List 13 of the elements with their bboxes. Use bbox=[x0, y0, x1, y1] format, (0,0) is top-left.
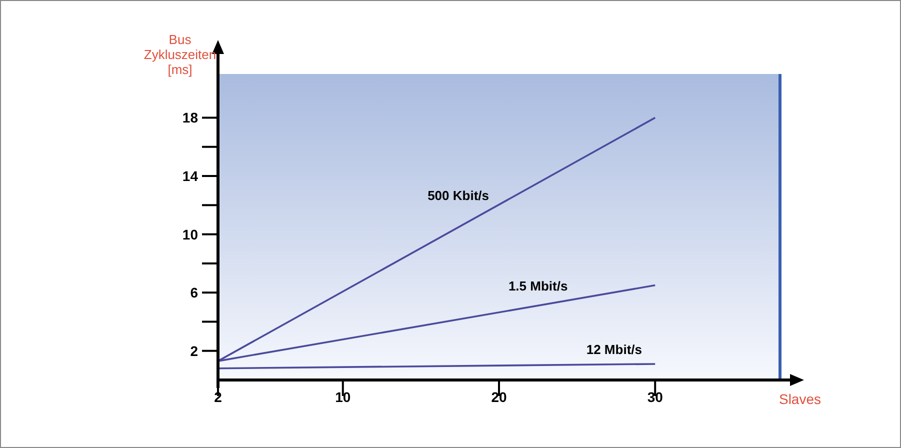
x-tick-label: 30 bbox=[647, 389, 664, 405]
y-axis-title: Bus Zykluszeiten [ms] bbox=[144, 32, 216, 77]
y-tick-label: 18 bbox=[182, 110, 198, 126]
y-tick-label: 6 bbox=[190, 284, 198, 301]
x-axis-title: Slaves bbox=[778, 391, 822, 407]
y-tick-label: 14 bbox=[182, 168, 198, 184]
x-tick-label: 10 bbox=[335, 389, 351, 405]
series-label: 12 Mbit/s bbox=[586, 342, 642, 358]
series-label: 500 Kbit/s bbox=[428, 188, 490, 204]
x-tick-label: 20 bbox=[491, 389, 507, 405]
y-tick-label: 2 bbox=[190, 342, 198, 359]
series-label: 1.5 Mbit/s bbox=[508, 278, 568, 294]
y-tick-label: 10 bbox=[182, 226, 198, 242]
